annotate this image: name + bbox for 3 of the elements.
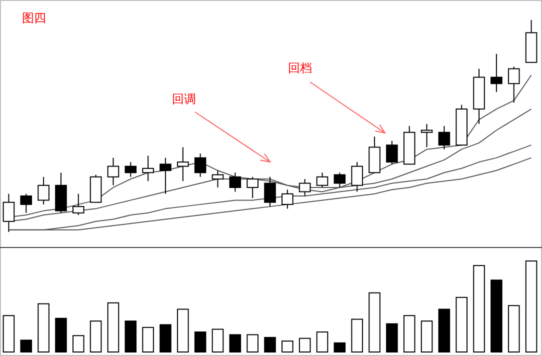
annotation: 回调 — [172, 92, 196, 106]
title: 图四 — [22, 11, 46, 25]
annotation: 回档 — [288, 61, 312, 75]
